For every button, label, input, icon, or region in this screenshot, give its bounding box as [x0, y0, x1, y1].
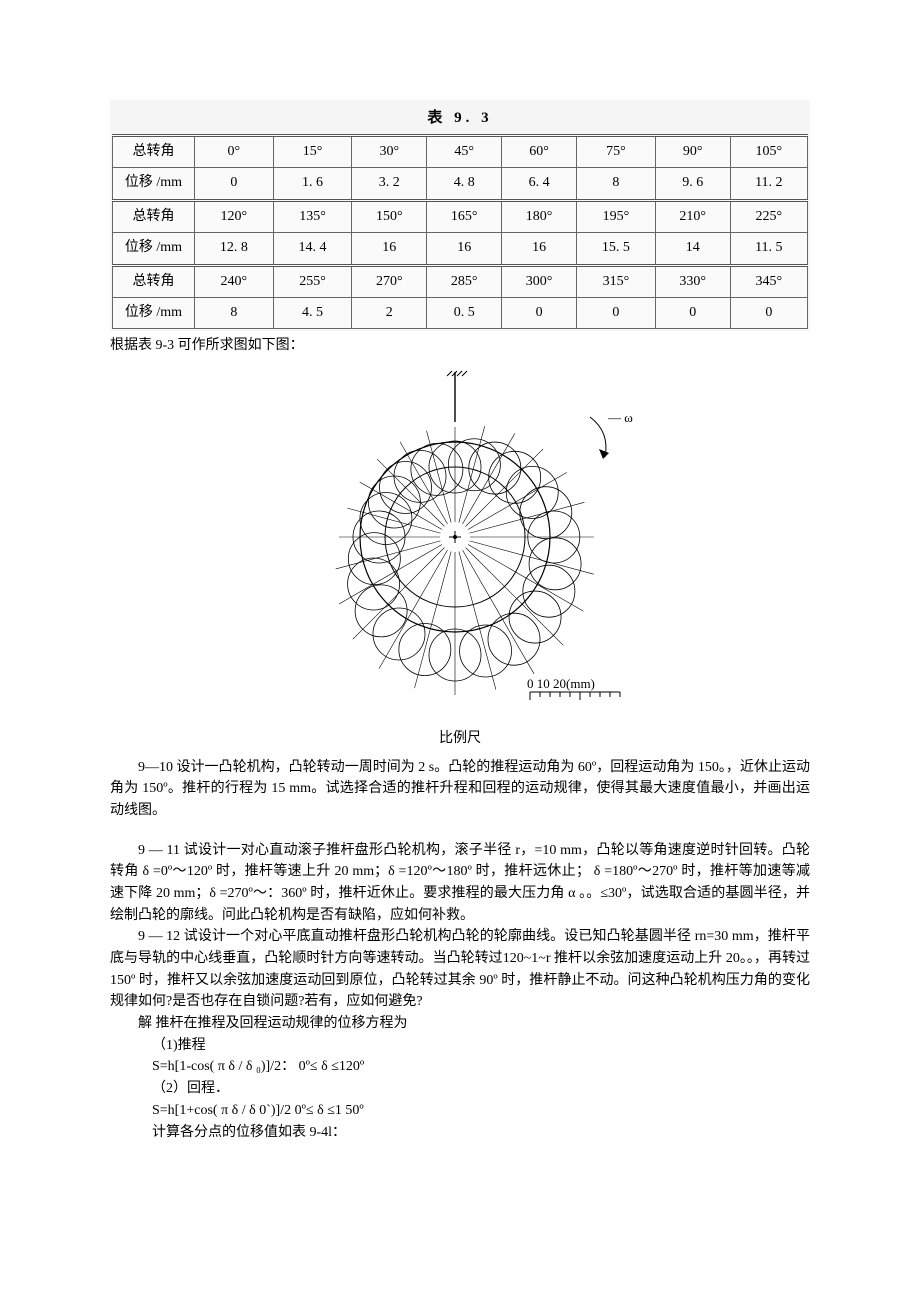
- cell: 0°: [195, 136, 274, 168]
- cell: 11. 5: [730, 233, 807, 265]
- solution-lines: （1)推程 S=h[1-cos( π δ / δ ₀)]/2： 0º≤ δ ≤1…: [152, 1035, 810, 1143]
- cell: 0: [655, 297, 730, 328]
- cell: 6. 4: [502, 168, 577, 200]
- cell: 45°: [427, 136, 502, 168]
- cell: 16: [352, 233, 427, 265]
- row-label: 总转角: [113, 136, 195, 168]
- cell: 255°: [273, 265, 352, 297]
- cell: 330°: [655, 265, 730, 297]
- cell: 8: [577, 168, 656, 200]
- row-label: 总转角: [113, 265, 195, 297]
- table-row: 位移 /mm 0 1. 6 3. 2 4. 8 6. 4 8 9. 6 11. …: [113, 168, 808, 200]
- solution-line: S=h[1+cos( π δ / δ 0`)]/2 0º≤ δ ≤1 50º: [152, 1100, 810, 1122]
- cell: 16: [427, 233, 502, 265]
- cell: 15°: [273, 136, 352, 168]
- solution-line: 计算各分点的位移值如表 9-4l：: [152, 1122, 810, 1144]
- cam-diagram-svg: — ω 0 10 20(mm): [270, 362, 650, 722]
- cell: 90°: [655, 136, 730, 168]
- cell: 105°: [730, 136, 807, 168]
- table-row: 总转角 120° 135° 150° 165° 180° 195° 210° 2…: [113, 200, 808, 232]
- cell: 16: [502, 233, 577, 265]
- cell: 195°: [577, 200, 656, 232]
- data-table: 总转角 0° 15° 30° 45° 60° 75° 90° 105° 位移 /…: [112, 134, 808, 329]
- solution-head: 解 推杆在推程及回程运动规律的位移方程为: [110, 1013, 810, 1035]
- caption-below-table: 根据表 9-3 可作所求图如下图：: [110, 335, 810, 357]
- cell: 3. 2: [352, 168, 427, 200]
- cell: 0: [730, 297, 807, 328]
- row-label: 总转角: [113, 200, 195, 232]
- cell: 11. 2: [730, 168, 807, 200]
- cell: 8: [195, 297, 274, 328]
- cell: 0: [577, 297, 656, 328]
- solution-line: （2）回程．: [152, 1078, 810, 1100]
- scale-caption: 比例尺: [110, 728, 810, 750]
- row-label: 位移 /mm: [113, 297, 195, 328]
- cell: 2: [352, 297, 427, 328]
- cell: 120°: [195, 200, 274, 232]
- cell: 0: [195, 168, 274, 200]
- solution-line: （1)推程: [152, 1035, 810, 1057]
- svg-text:— ω: — ω: [607, 410, 633, 425]
- row-label: 位移 /mm: [113, 168, 195, 200]
- table-row: 总转角 240° 255° 270° 285° 300° 315° 330° 3…: [113, 265, 808, 297]
- cell: 75°: [577, 136, 656, 168]
- cell: 315°: [577, 265, 656, 297]
- problem-9-10: 9—10 设计一凸轮机构，凸轮转动一周时间为 2 s。凸轮的推程运动角为 60º…: [110, 757, 810, 822]
- cell: 270°: [352, 265, 427, 297]
- cell: 30°: [352, 136, 427, 168]
- table-row: 位移 /mm 12. 8 14. 4 16 16 16 15. 5 14 11.…: [113, 233, 808, 265]
- problem-9-11: 9 — 11 试设计一对心直动滚子推杆盘形凸轮机构，滚子半径 r，=10 mm，…: [110, 840, 810, 927]
- cell: 180°: [502, 200, 577, 232]
- row-label: 位移 /mm: [113, 233, 195, 265]
- cell: 1. 6: [273, 168, 352, 200]
- cell: 14: [655, 233, 730, 265]
- table-title: 表 9. 3: [112, 102, 808, 134]
- cam-diagram: — ω 0 10 20(mm) 比例尺: [110, 362, 810, 751]
- table-row: 总转角 0° 15° 30° 45° 60° 75° 90° 105°: [113, 136, 808, 168]
- cell: 4. 5: [273, 297, 352, 328]
- cell: 210°: [655, 200, 730, 232]
- problem-9-12: 9 — 12 试设计一个对心平底直动推杆盘形凸轮机构凸轮的轮廓曲线。设已知凸轮基…: [110, 926, 810, 1013]
- cell: 135°: [273, 200, 352, 232]
- cell: 285°: [427, 265, 502, 297]
- cell: 14. 4: [273, 233, 352, 265]
- svg-text:0 10 20(mm): 0 10 20(mm): [527, 676, 595, 691]
- cell: 345°: [730, 265, 807, 297]
- table-row: 位移 /mm 8 4. 5 2 0. 5 0 0 0 0: [113, 297, 808, 328]
- cell: 4. 8: [427, 168, 502, 200]
- cell: 0. 5: [427, 297, 502, 328]
- cell: 165°: [427, 200, 502, 232]
- cell: 60°: [502, 136, 577, 168]
- cell: 150°: [352, 200, 427, 232]
- solution-line: S=h[1-cos( π δ / δ ₀)]/2： 0º≤ δ ≤120º: [152, 1056, 810, 1078]
- cell: 300°: [502, 265, 577, 297]
- cell: 0: [502, 297, 577, 328]
- cell: 9. 6: [655, 168, 730, 200]
- cell: 240°: [195, 265, 274, 297]
- cell: 12. 8: [195, 233, 274, 265]
- table-9-3: 表 9. 3 总转角 0° 15° 30° 45° 60° 75° 90° 10…: [110, 100, 810, 331]
- cell: 15. 5: [577, 233, 656, 265]
- cell: 225°: [730, 200, 807, 232]
